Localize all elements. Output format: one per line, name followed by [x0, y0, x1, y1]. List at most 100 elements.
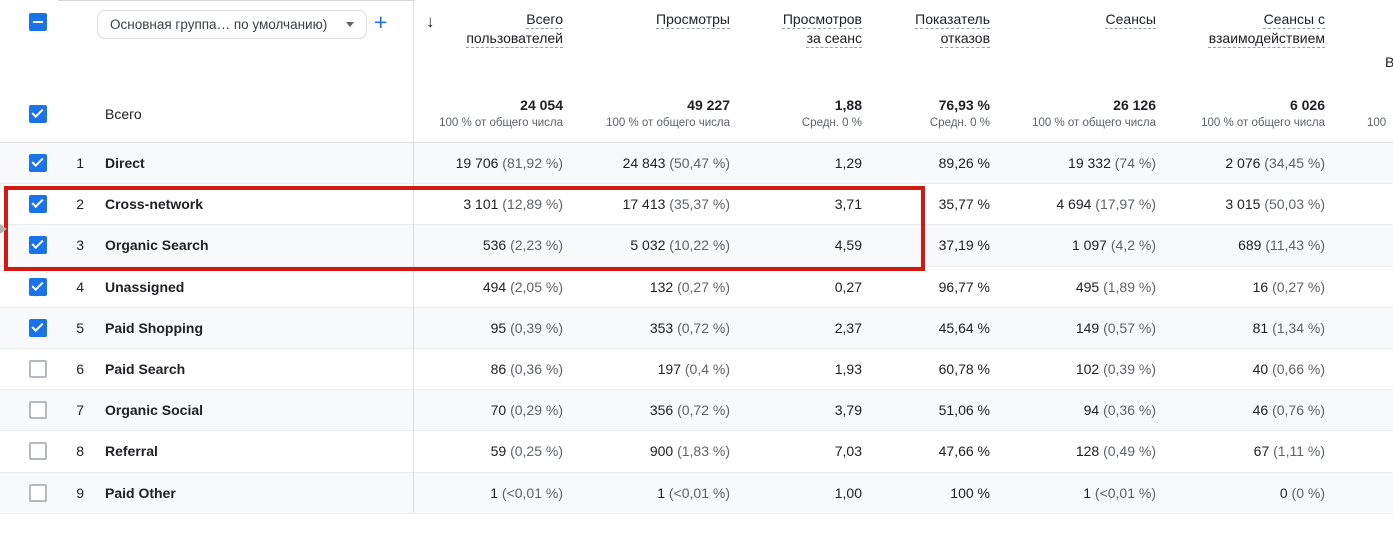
row-checkbox[interactable]	[29, 442, 47, 461]
cell-views: 900 (1,83 %)	[649, 443, 730, 460]
row-checkbox[interactable]	[29, 318, 47, 337]
cell-sessions: 19 332 (74 %)	[1068, 155, 1156, 172]
cell-total-users: 86 (0,36 %)	[490, 361, 563, 378]
row-index: 2	[76, 196, 84, 213]
cell-total-users: 70 (0,29 %)	[490, 402, 563, 419]
channel-name: Paid Shopping	[105, 319, 203, 336]
cell-views-per-session: 3,71	[834, 196, 862, 213]
row-checkbox[interactable]	[29, 154, 47, 173]
cell-total-users: 1 (<0,01 %)	[490, 484, 563, 501]
table-row: 9 Paid Other 1 (<0,01 %) 1 (<0,01 %) 1,0…	[0, 472, 1393, 514]
select-all-checkbox[interactable]	[29, 13, 47, 31]
cell-sessions: 4 694 (17,97 %)	[1056, 196, 1156, 213]
cell-engaged-sessions: 689 (11,43 %)	[1238, 237, 1325, 254]
cell-views: 24 843 (50,47 %)	[622, 155, 730, 172]
cell-views: 197 (0,4 %)	[657, 361, 730, 378]
cell-views-per-session: 2,37	[834, 319, 862, 336]
row-index: 6	[76, 361, 84, 378]
cell-engaged-sessions: 2 076 (34,45 %)	[1225, 155, 1325, 172]
cell-total-users: 95 (0,39 %)	[490, 319, 563, 336]
table-header: Основная группа… по умолчанию) + ↓ Всего…	[0, 0, 1393, 85]
cell-sessions: 1 097 (4,2 %)	[1071, 237, 1156, 254]
column-header-views[interactable]: Просмотры	[656, 11, 730, 27]
cell-views: 5 032 (10,22 %)	[630, 237, 730, 254]
channel-name: Organic Search	[105, 237, 209, 254]
cell-total-users: 3 101 (12,89 %)	[463, 196, 563, 213]
cell-engaged-sessions: 0 (0 %)	[1279, 484, 1325, 501]
totals-sessions: 26 126 100 % от общего числа	[1032, 97, 1156, 129]
row-index: 5	[76, 319, 84, 336]
column-header-sessions[interactable]: Сеансы	[1105, 11, 1156, 27]
cell-bounce-rate: 60,78 %	[938, 361, 990, 378]
cell-bounce-rate: 89,26 %	[938, 155, 990, 172]
sort-descending-icon[interactable]: ↓	[426, 12, 435, 31]
row-index: 1	[76, 155, 84, 172]
cell-total-users: 19 706 (81,92 %)	[455, 155, 563, 172]
channel-name: Paid Other	[105, 484, 176, 501]
row-checkbox[interactable]	[29, 195, 47, 214]
dimension-selector-value: Основная группа… по умолчанию)	[110, 17, 328, 32]
header-grid: Всего пользователей Просмотры Просмотров…	[0, 0, 1393, 72]
cell-engaged-sessions: 67 (1,11 %)	[1253, 443, 1325, 460]
column-header-next-partial: В	[1385, 54, 1393, 70]
channel-name: Unassigned	[105, 278, 185, 295]
table-row: 3 Organic Search 536 (2,23 %) 5 032 (10,…	[0, 225, 1393, 267]
chevron-down-icon	[346, 22, 354, 27]
cell-total-users: 494 (2,05 %)	[482, 278, 563, 295]
row-index: 8	[76, 443, 84, 460]
totals-views: 49 227 100 % от общего числа	[606, 97, 730, 129]
channel-name: Organic Social	[105, 402, 204, 419]
cell-views: 356 (0,72 %)	[649, 402, 730, 419]
totals-next-partial: 100	[1367, 117, 1387, 129]
cell-total-users: 59 (0,25 %)	[490, 443, 563, 460]
cell-sessions: 94 (0,36 %)	[1083, 402, 1156, 419]
table-row: 4 Unassigned 494 (2,05 %) 132 (0,27 %) 0…	[0, 267, 1393, 308]
cell-views-per-session: 1,29	[834, 155, 862, 172]
column-header-engaged-sessions[interactable]: Сеансы с взаимодействием	[1208, 11, 1325, 46]
column-header-bounce-rate[interactable]: Показатель отказов	[915, 11, 990, 46]
cell-views: 353 (0,72 %)	[649, 319, 730, 336]
row-checkbox[interactable]	[29, 360, 47, 379]
totals-views-per-session: 1,88 Средн. 0 %	[801, 97, 862, 129]
dimension-selector-dropdown[interactable]: Основная группа… по умолчанию)	[97, 10, 367, 39]
cell-bounce-rate: 47,66 %	[938, 443, 990, 460]
cell-sessions: 149 (0,57 %)	[1075, 319, 1156, 336]
totals-checkbox[interactable]	[29, 104, 47, 123]
row-index: 7	[76, 402, 84, 419]
cell-views-per-session: 1,00	[834, 484, 862, 501]
row-index: 9	[76, 484, 84, 501]
cell-sessions: 1 (<0,01 %)	[1083, 484, 1156, 501]
totals-label: Всего	[105, 105, 142, 122]
mouse-cursor	[0, 222, 7, 236]
table-row: 7 Organic Social 70 (0,29 %) 356 (0,72 %…	[0, 390, 1393, 432]
add-dimension-button[interactable]: +	[374, 9, 388, 35]
cell-sessions: 495 (1,89 %)	[1075, 278, 1156, 295]
totals-bounce-rate: 76,93 % Средн. 0 %	[929, 97, 990, 129]
table-row: 6 Paid Search 86 (0,36 %) 197 (0,4 %) 1,…	[0, 349, 1393, 391]
row-checkbox[interactable]	[29, 483, 47, 502]
column-header-total-users[interactable]: Всего пользователей	[466, 11, 563, 46]
totals-engaged-sessions: 6 026 100 % от общего числа	[1201, 97, 1325, 129]
row-checkbox[interactable]	[29, 401, 47, 420]
table-row: 1 Direct 19 706 (81,92 %) 24 843 (50,47 …	[0, 143, 1393, 185]
channel-name: Direct	[105, 155, 145, 172]
channel-name: Cross-network	[105, 196, 204, 213]
cell-views: 17 413 (35,37 %)	[622, 196, 730, 213]
totals-row: Всего 24 054 100 % от общего числа 49 22…	[0, 85, 1393, 143]
cell-engaged-sessions: 81 (1,34 %)	[1252, 319, 1325, 336]
cell-bounce-rate: 100 %	[950, 484, 990, 501]
cell-bounce-rate: 37,19 %	[938, 237, 990, 254]
top-divider	[58, 0, 415, 1]
row-checkbox[interactable]	[29, 277, 47, 296]
cell-views-per-session: 1,93	[834, 361, 862, 378]
column-header-views-per-session[interactable]: Просмотров за сеанс	[782, 11, 862, 46]
row-index: 3	[76, 237, 84, 254]
cell-views: 1 (<0,01 %)	[657, 484, 730, 501]
cell-sessions: 102 (0,39 %)	[1075, 361, 1156, 378]
totals-total-users: 24 054 100 % от общего числа	[439, 97, 563, 129]
row-index: 4	[76, 278, 84, 295]
cell-bounce-rate: 96,77 %	[938, 278, 990, 295]
row-checkbox[interactable]	[29, 236, 47, 255]
cell-bounce-rate: 51,06 %	[938, 402, 990, 419]
